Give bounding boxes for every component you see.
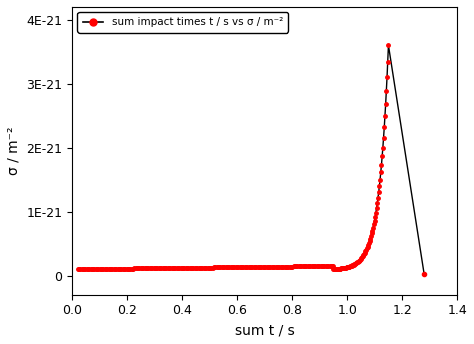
Legend: sum impact times t / s vs σ / m⁻²: sum impact times t / s vs σ / m⁻² — [77, 12, 288, 33]
Y-axis label: σ / m⁻²: σ / m⁻² — [7, 127, 21, 175]
X-axis label: sum t / s: sum t / s — [235, 323, 294, 337]
